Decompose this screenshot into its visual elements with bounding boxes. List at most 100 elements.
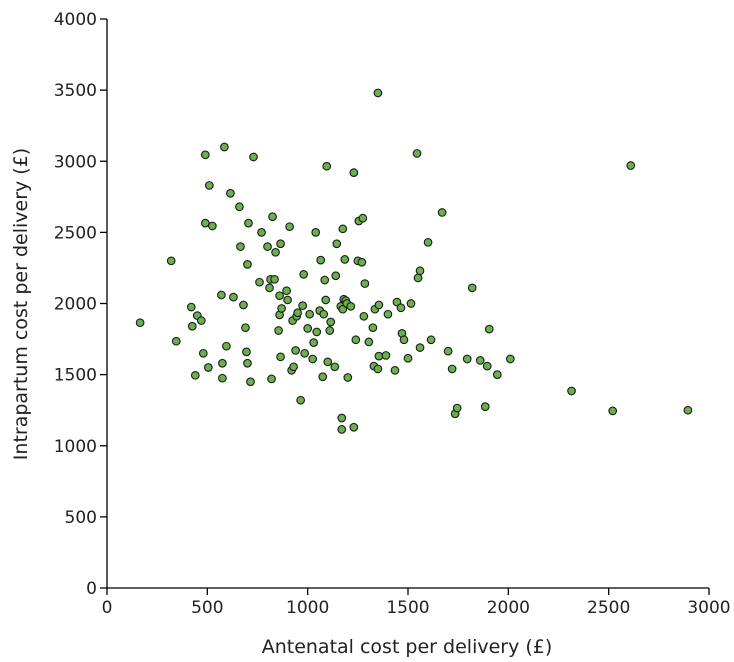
data-point [452, 403, 462, 413]
data-point [326, 317, 336, 327]
data-point [285, 222, 294, 232]
data-point [166, 256, 176, 266]
data-point [608, 406, 618, 416]
data-point [374, 351, 384, 361]
data-point [325, 326, 335, 335]
data-point [337, 425, 347, 434]
x-tick-label: 0 [102, 598, 113, 618]
data-point [239, 300, 248, 310]
x-tick-label: 1000 [286, 598, 329, 618]
data-point [203, 363, 213, 372]
y-tick-label: 1500 [54, 366, 97, 386]
data-point [322, 161, 332, 171]
y-axis-title: Intrapartum cost per delivery (£) [10, 148, 32, 460]
data-point [403, 353, 413, 363]
data-point [208, 221, 217, 231]
data-point [357, 257, 367, 267]
data-point [505, 354, 515, 364]
data-point [330, 362, 340, 372]
data-point [243, 260, 252, 269]
data-point [229, 292, 238, 302]
y-tick-label: 3000 [54, 152, 97, 172]
data-point [200, 218, 210, 228]
data-point [373, 364, 383, 374]
data-point [321, 295, 331, 305]
data-point [351, 335, 361, 345]
data-point [246, 377, 255, 387]
data-point [271, 247, 280, 257]
data-point [270, 274, 279, 284]
data-point [338, 224, 348, 234]
data-point [443, 346, 453, 356]
x-tick-label: 3000 [687, 598, 730, 618]
data-point [415, 343, 425, 352]
data-point [423, 237, 433, 247]
data-point [346, 301, 356, 311]
data-point [332, 239, 342, 249]
data-point [383, 309, 393, 319]
y-tick-label: 3500 [54, 81, 97, 101]
data-point [413, 273, 423, 283]
data-point [426, 335, 436, 345]
data-point [257, 228, 266, 237]
data-point [222, 341, 231, 351]
data-point [220, 142, 229, 152]
data-point [299, 269, 309, 279]
data-point [374, 300, 384, 310]
data-point [283, 295, 292, 305]
x-tick-label: 1500 [386, 598, 429, 618]
data-point [218, 373, 227, 383]
data-point [187, 321, 197, 331]
data-point [447, 364, 457, 374]
data-point [244, 218, 253, 228]
data-point [265, 283, 274, 293]
data-point [190, 370, 200, 380]
data-point [291, 346, 300, 355]
data-point [171, 336, 181, 346]
data-point [274, 326, 283, 335]
data-point [218, 358, 227, 368]
data-point [303, 324, 313, 333]
y-tick-label: 2000 [54, 295, 97, 315]
data-points [135, 88, 693, 434]
x-axis-title: Antenatal cost per delivery (£) [262, 636, 553, 658]
data-point [300, 348, 310, 358]
data-point [277, 304, 286, 313]
data-point [399, 335, 409, 345]
data-point [309, 338, 319, 347]
data-point [467, 283, 477, 293]
data-point [373, 88, 383, 98]
data-point [381, 351, 391, 360]
data-point [359, 311, 369, 321]
data-point [683, 405, 693, 415]
data-point [275, 291, 284, 301]
data-point [337, 413, 347, 423]
data-point [296, 395, 305, 405]
data-point [482, 361, 492, 371]
data-point [415, 266, 425, 276]
data-point [135, 318, 145, 328]
data-point [196, 316, 206, 325]
data-point [484, 324, 494, 334]
data-point [437, 208, 447, 217]
data-point [340, 255, 350, 264]
y-tick-label: 0 [86, 579, 97, 599]
data-point [349, 168, 359, 177]
data-point [318, 372, 328, 382]
data-point [242, 347, 251, 357]
data-point [312, 327, 322, 337]
data-point [360, 279, 370, 288]
data-point [626, 161, 636, 170]
data-point [396, 303, 406, 313]
data-point [298, 301, 308, 310]
y-tick-label: 4000 [54, 10, 97, 30]
data-point [323, 357, 333, 367]
data-point [243, 358, 252, 368]
data-point [198, 348, 208, 358]
data-point [368, 323, 378, 333]
data-point [308, 354, 318, 364]
data-point [293, 308, 302, 318]
data-point [364, 337, 374, 347]
data-point [475, 356, 485, 365]
